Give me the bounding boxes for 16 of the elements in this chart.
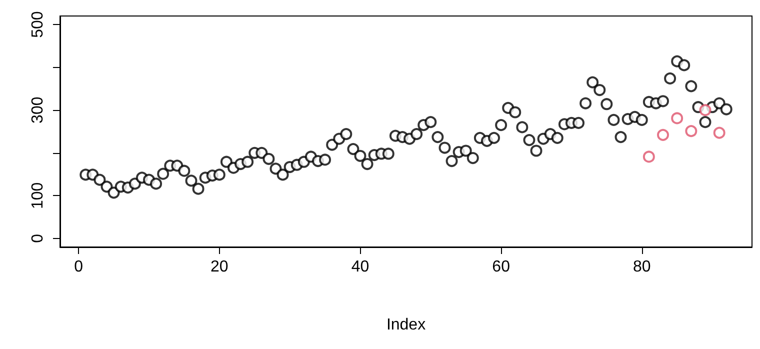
x-tick-label: 80 bbox=[632, 258, 651, 276]
point bbox=[713, 126, 726, 139]
y-tick-label: 100 bbox=[30, 182, 46, 210]
point bbox=[671, 112, 684, 124]
point bbox=[699, 104, 712, 116]
x-tick-label: 60 bbox=[492, 258, 510, 276]
x-tick-label: 0 bbox=[74, 258, 84, 276]
y-tick-label: 500 bbox=[30, 11, 46, 38]
point bbox=[685, 125, 698, 138]
point bbox=[657, 128, 669, 141]
x-tick-label: 40 bbox=[351, 258, 370, 276]
x-axis-title: Index bbox=[386, 316, 426, 334]
y-tick-label: 0 bbox=[30, 234, 46, 243]
y-tick-label: 300 bbox=[30, 96, 46, 124]
point bbox=[642, 150, 655, 163]
x-tick-label: 20 bbox=[210, 258, 228, 276]
